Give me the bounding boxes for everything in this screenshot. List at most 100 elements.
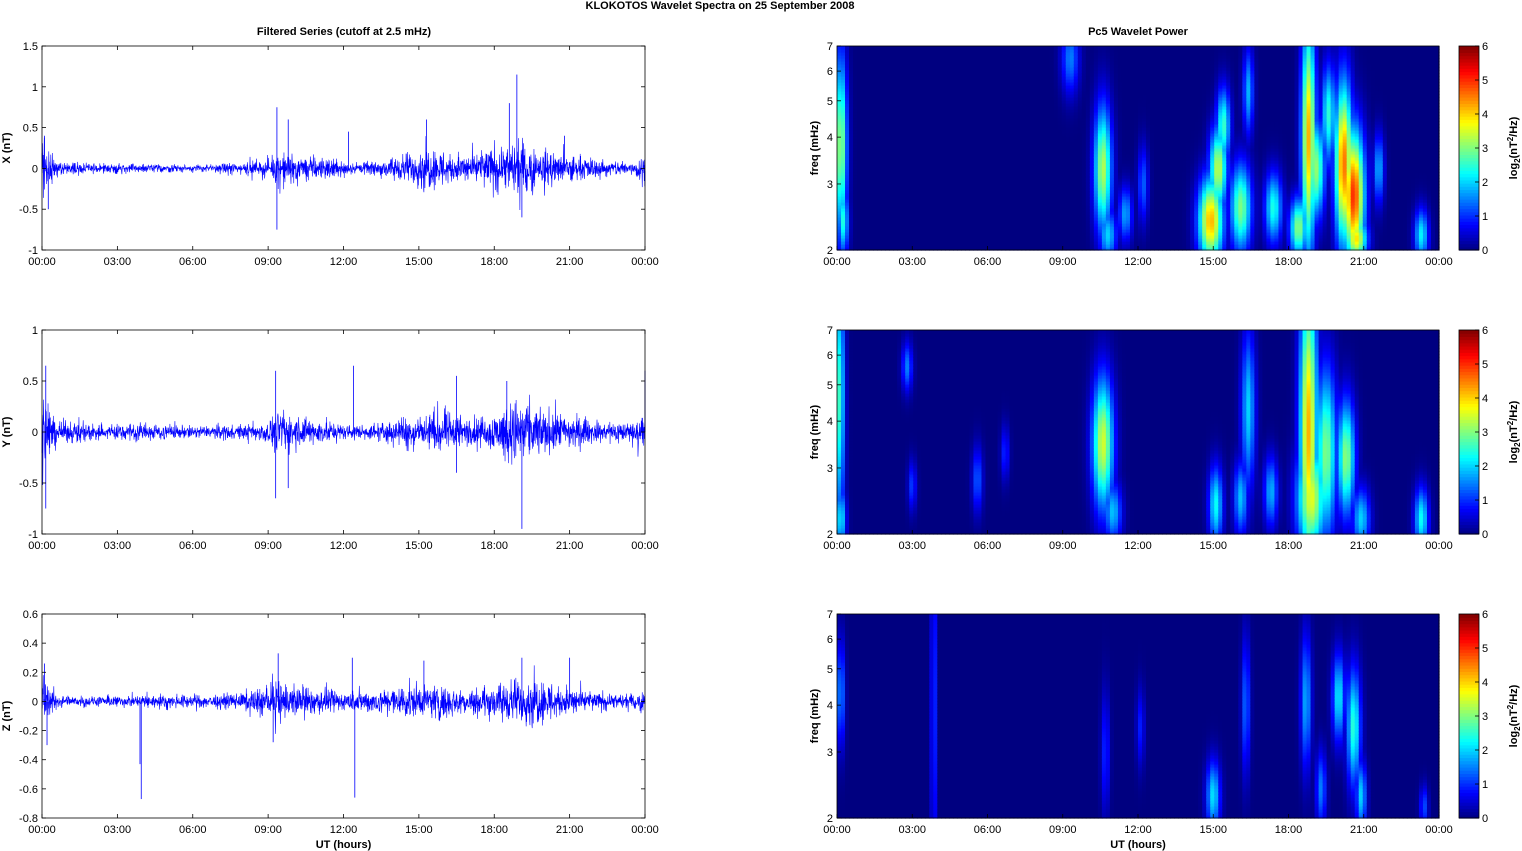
y-tick-label: 0.6 [23,609,38,621]
x-tick-label: 21:00 [556,256,584,268]
heatmap-cell [985,46,990,50]
line-panel-y: 00:00 03:00 06:00 09:00 12:00 15:00 18:00 21:00… [1,325,659,552]
heatmap-cell [1034,46,1039,50]
right-column-title: Pc5 Wavelet Power [1088,26,1189,38]
x-tick-label: 21:00 [556,824,584,836]
heatmap-cell [953,46,958,50]
x-tick-label: 09:00 [254,824,282,836]
x-tick-label: 03:00 [104,824,132,836]
x-tick-label: 18:00 [480,256,508,268]
heatmap-cell [1030,46,1035,50]
heatmap-cell [1042,46,1047,50]
heatmap-cell [949,46,954,50]
x-tick-label: 00:00 [28,540,56,552]
y-tick-label: 0.2 [23,667,38,679]
x-tick-label: 12:00 [330,540,358,552]
heatmap-cell [881,46,886,50]
plot-area [42,46,645,250]
heatmap-cell [937,46,942,50]
y-tick-label: -0.8 [19,813,38,825]
plot-area [42,614,645,818]
y-axis-label: X (nT) [1,132,13,163]
heatmap-cell [917,46,922,50]
heatmap-cell [1018,46,1023,50]
heatmap-cell [933,46,938,50]
y-axis-label: Z (nT) [1,700,13,731]
x-tick-label: 18:00 [480,540,508,552]
heatmap-cell [837,46,842,50]
heatmap-cell [1006,46,1011,50]
heatmap-cell [961,46,966,50]
heatmap-cell [1022,46,1027,50]
heatmap-cell [973,46,978,50]
heatmap-cell [941,46,946,50]
heatmap-cell [1002,46,1007,50]
x-tick-label: 15:00 [405,824,433,836]
y-tick-label: 0 [32,163,38,175]
y-tick-label: 0.4 [23,638,38,650]
heatmap-cell [969,46,974,50]
plots-layer: 00:00 03:00 06:00 09:00 12:00 15:00 18:00 21:00… [1,41,1522,851]
heatmap-cell [873,46,878,50]
x-tick-label: 00:00 [28,824,56,836]
heatmap-cell [913,46,918,50]
x-tick-label: 03:00 [104,540,132,552]
heatmap-cell [998,46,1003,50]
y-tick-label: 0 [32,427,38,439]
heatmap-cell [929,46,934,50]
heatmap-cell [905,46,910,50]
y-tick-label: -0.2 [19,726,38,738]
heatmap-cell [994,46,999,50]
heatmap-cell [965,46,970,50]
x-tick-label: 06:00 [179,540,207,552]
heatmap-cell [1014,46,1019,50]
x-tick-label: 15:00 [405,256,433,268]
heatmap-cell [853,46,858,50]
heatmap-cell [869,46,874,50]
heatmap-cell [1026,46,1031,50]
y-tick-label: -0.5 [19,204,38,216]
heatmap-cell [981,46,986,50]
x-tick-label: 12:00 [330,824,358,836]
heatmap-cell [861,46,866,50]
heatmap-cell [957,46,962,50]
x-tick-label: 00:00 [28,256,56,268]
x-tick-label: 00:00 [631,540,659,552]
x-tick-label: 00:00 [631,256,659,268]
x-axis-label: UT (hours) [316,839,372,851]
x-tick-label: 21:00 [556,540,584,552]
y-tick-label: -0.5 [19,478,38,490]
y-tick-label: 0.5 [23,123,38,135]
y-tick-label: -0.6 [19,784,38,796]
wavelet-panel-x: 00:00 03:00 06:00 09:00 12:00 15:00 18:00 21:00… [809,41,1522,268]
figure-suptitle: KLOKOTOS Wavelet Spectra on 25 September… [586,0,855,12]
x-tick-label: 12:00 [330,256,358,268]
x-tick-label: 09:00 [254,256,282,268]
y-axis-label: Y (nT) [1,416,13,447]
heatmap-cell [845,46,850,50]
heatmap-cell [885,46,890,50]
heatmap-cell [857,46,862,50]
y-tick-label: 0.5 [23,376,38,388]
y-tick-label: -1 [28,529,38,541]
heatmap-cell [841,46,846,50]
x-tick-label: 09:00 [254,540,282,552]
heatmap-cell [1010,46,1015,50]
heatmap-cell [901,46,906,50]
heatmap-cell [877,46,882,50]
x-tick-label: 03:00 [104,256,132,268]
heatmap-cell [889,46,894,50]
heatmap-cell [921,46,926,50]
y-tick-label: -0.4 [19,755,38,767]
heatmap-cell [977,46,982,50]
y-tick-label: 1.5 [23,41,38,53]
x-tick-label: 06:00 [179,824,207,836]
y-tick-label: 1 [32,325,38,337]
left-column-title: Filtered Series (cutoff at 2.5 mHz) [257,26,432,38]
heatmap-cell [909,46,914,50]
x-tick-label: 18:00 [480,824,508,836]
heatmap-cell [1038,46,1043,50]
heatmap-cell [849,46,854,50]
heatmap-cell [865,46,870,50]
